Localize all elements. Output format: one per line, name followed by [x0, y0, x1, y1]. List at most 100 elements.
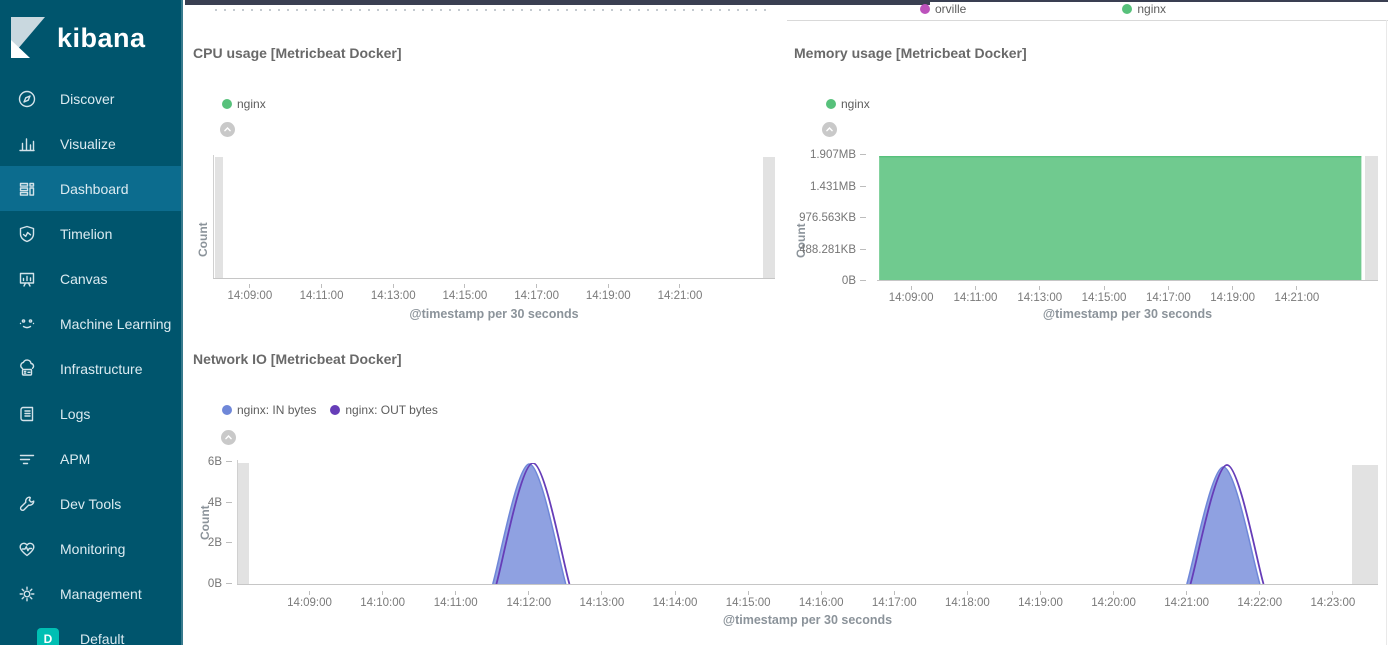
x-axis-tick-label: 14:19:00: [1003, 591, 1078, 609]
sidebar-item[interactable]: Canvas: [0, 256, 181, 301]
sidebar-item-label: Default: [80, 630, 125, 645]
memory-area-chart: [879, 156, 1362, 280]
x-axis-tick-label: 14:21:00: [1264, 286, 1330, 304]
sidebar-item-icon: [17, 404, 37, 424]
sidebar-item-icon: [17, 539, 37, 559]
legend-item[interactable]: nginx: [1122, 2, 1166, 16]
sidebar-item-label: Dev Tools: [60, 495, 122, 512]
x-axis-tick-label: 14:09:00: [273, 591, 347, 609]
x-axis-tick-label: 14:19:00: [572, 284, 645, 302]
cutoff-chart-remnant-thin: [930, 0, 1388, 2]
y-axis-tick-label: 1.907MB: [810, 149, 866, 161]
legend-item[interactable]: nginx: [826, 97, 870, 111]
y-axis-tick-label: 2B: [208, 537, 232, 549]
sidebar-item-label: Logs: [60, 405, 91, 422]
sidebar-item-icon: [17, 584, 37, 604]
legend-item[interactable]: nginx: OUT bytes: [330, 403, 438, 417]
x-axis-tick-label: 14:10:00: [346, 591, 420, 609]
sidebar-item-icon: [17, 89, 37, 109]
panel-title: Memory usage [Metricbeat Docker]: [794, 45, 1027, 61]
chart-endzone-right: [1352, 465, 1378, 584]
x-axis-tick-labels: 14:09:00 14:11:00 14:13:00 14:15:00 14:17:00…: [213, 284, 775, 302]
x-axis-tick-labels: 14:09:00 14:11:00 14:13:00 14:15:00 14:17:00…: [877, 286, 1378, 304]
legend-toggle-button[interactable]: [220, 122, 235, 137]
x-axis-tick-label: 14:17:00: [857, 591, 931, 609]
sidebar-item[interactable]: Dashboard: [0, 166, 181, 211]
y-axis-tick-label: 976.563KB: [799, 212, 866, 224]
x-axis-tick-label: 14:11:00: [419, 591, 493, 609]
sidebar-item[interactable]: Management: [0, 571, 181, 616]
sidebar: kibana Discover Visualize: [0, 0, 183, 645]
sidebar-item[interactable]: Monitoring: [0, 526, 181, 571]
x-axis-tick-label: 14:09:00: [879, 286, 944, 304]
legend-label: nginx: [841, 97, 870, 111]
y-axis-title: Count: [196, 222, 210, 257]
x-axis-tick-label: 14:11:00: [943, 286, 1008, 304]
sidebar-item[interactable]: D Default: [0, 616, 181, 645]
x-axis-tick-label: 14:17:00: [500, 284, 573, 302]
y-axis-line: [213, 155, 214, 278]
x-axis-title: @timestamp per 30 seconds: [722, 613, 893, 627]
x-axis-tick-label: 14:17:00: [1136, 286, 1201, 304]
sidebar-item[interactable]: Infrastructure: [0, 346, 181, 391]
default-space-badge: D: [37, 627, 59, 645]
legend-dot-icon: [222, 99, 232, 109]
sidebar-item-label: Infrastructure: [60, 360, 143, 377]
x-axis-title: @timestamp per 30 seconds: [409, 307, 579, 321]
kibana-wordmark: kibana: [57, 22, 146, 53]
legend-label: nginx: IN bytes: [237, 403, 317, 417]
sidebar-item-icon: [17, 494, 37, 514]
legend-item[interactable]: nginx: IN bytes: [222, 403, 316, 417]
sidebar-item[interactable]: Logs: [0, 391, 181, 436]
x-axis-tick-label: 14:21:00: [644, 284, 716, 302]
x-axis-tick-label: 14:19:00: [1200, 286, 1265, 304]
x-axis-tick-label: 14:13:00: [565, 591, 639, 609]
sidebar-item[interactable]: Timelion: [0, 211, 181, 256]
chevron-up-icon: [826, 126, 833, 132]
y-axis-tick-label: 488.281KB: [799, 244, 866, 256]
network-io-area-chart: [492, 463, 1265, 584]
y-axis-tick-label: 0B: [208, 578, 232, 590]
cpu-area-chart: [213, 157, 775, 278]
legend-dot-icon: [330, 405, 341, 415]
chart-endzone-right: [763, 157, 775, 278]
sidebar-item-icon: [17, 314, 37, 334]
x-axis-tick-label: 14:22:00: [1223, 591, 1297, 609]
legend-toggle-button[interactable]: [822, 122, 837, 137]
cutoff-chart-remnant: [185, 0, 930, 5]
legend-toggle-button[interactable]: [221, 430, 236, 445]
x-axis-tick-label: 14:21:00: [1150, 591, 1224, 609]
chevron-up-icon: [224, 126, 231, 132]
x-axis-tick-label: 14:20:00: [1077, 591, 1151, 609]
chart-endzone-left: [238, 463, 249, 584]
sidebar-item-icon: [17, 359, 37, 379]
sidebar-item-icon: [17, 224, 37, 244]
y-axis-tick-label: 4B: [208, 497, 232, 509]
legend-dot-icon: [222, 405, 232, 415]
sidebar-item-label: Timelion: [60, 225, 113, 242]
sidebar-item-label: Dashboard: [60, 180, 129, 197]
sidebar-item[interactable]: Visualize: [0, 121, 181, 166]
y-axis-tick-labels: 1.907MB 1.431MB 976.563KB 488.281KB 0B: [786, 149, 866, 287]
network-io-panel: Network IO [Metricbeat Docker] nginx: IN…: [185, 336, 1388, 645]
sidebar-item[interactable]: APM: [0, 436, 181, 481]
x-axis-tick-label: 14:15:00: [429, 284, 501, 302]
cutoff-gridline: [215, 9, 771, 11]
kibana-home-link[interactable]: kibana: [0, 0, 181, 76]
sidebar-nav: Discover Visualize Dashboard: [0, 76, 181, 645]
sidebar-item[interactable]: Dev Tools: [0, 481, 181, 526]
y-axis-tick-label: 0B: [842, 275, 866, 287]
memory-usage-panel: Memory usage [Metricbeat Docker] nginx C…: [786, 21, 1388, 336]
legend-item[interactable]: nginx: [222, 97, 266, 111]
sidebar-item[interactable]: Discover: [0, 76, 181, 121]
x-axis-tick-label: 14:12:00: [492, 591, 566, 609]
x-axis-tick-label: 14:13:00: [357, 284, 430, 302]
x-axis-tick-label: 14:11:00: [285, 284, 358, 302]
sidebar-item-label: Visualize: [60, 135, 116, 152]
sidebar-item-label: Management: [60, 585, 142, 602]
cpu-usage-panel: CPU usage [Metricbeat Docker] nginx Coun…: [185, 21, 785, 336]
y-axis-line: [237, 460, 238, 584]
legend-item[interactable]: orville: [920, 2, 966, 16]
x-axis-tick-label: 14:15:00: [1071, 286, 1137, 304]
sidebar-item[interactable]: Machine Learning: [0, 301, 181, 346]
